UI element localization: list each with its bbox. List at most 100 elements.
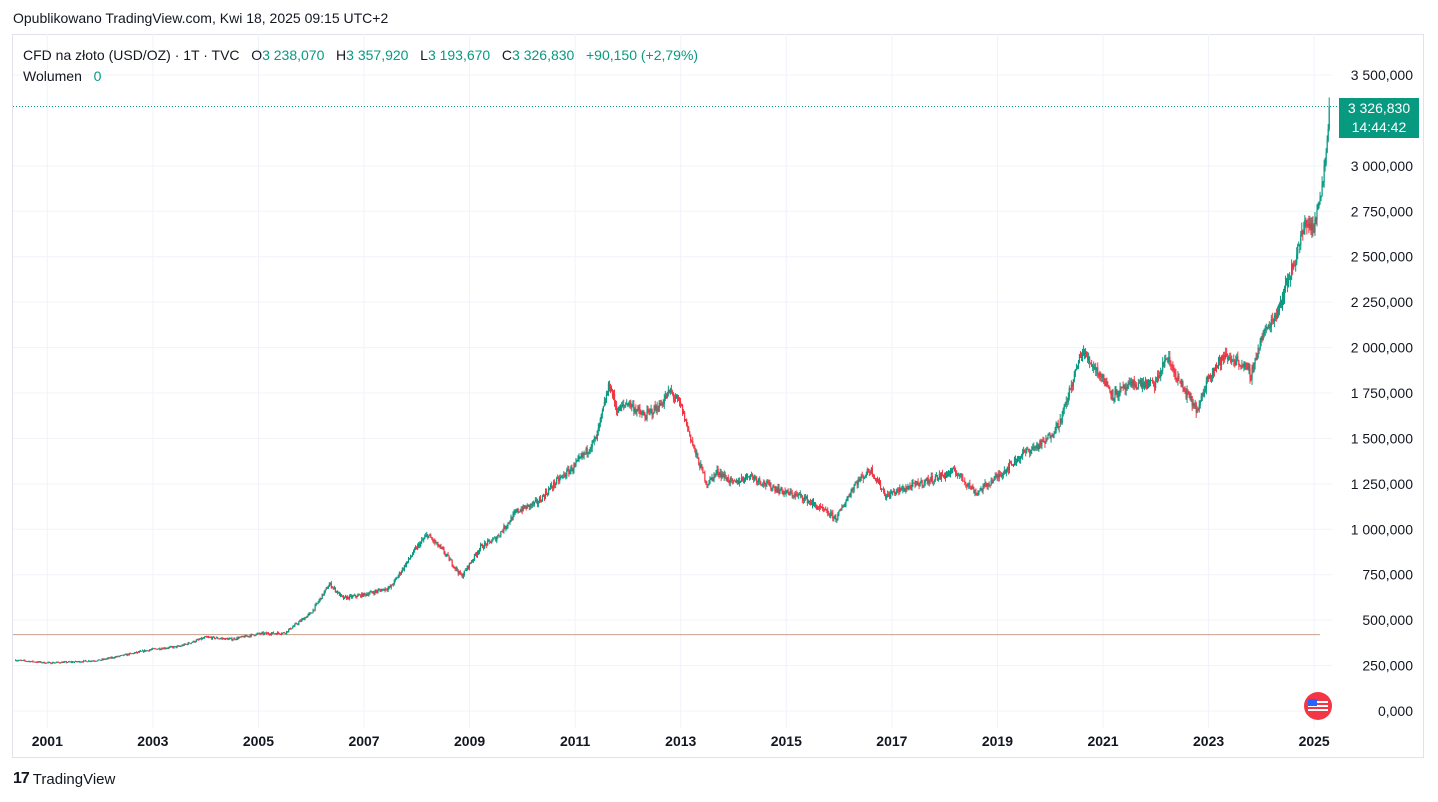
candle-body (1135, 384, 1137, 389)
candle-body (991, 480, 993, 484)
candle-body (171, 646, 173, 648)
candle-body (100, 660, 102, 661)
candle-body (1040, 440, 1042, 446)
candle-body (665, 395, 667, 398)
candle-body (838, 511, 840, 515)
candle-body (454, 567, 456, 569)
candle-body (141, 650, 144, 652)
candle-body (293, 626, 295, 627)
candle-body (526, 504, 528, 509)
candle-body (1145, 379, 1148, 387)
candle-body (219, 638, 221, 640)
candle-body (468, 562, 470, 569)
candle-body (939, 473, 942, 479)
candle-body (46, 662, 48, 664)
candle-body (1170, 360, 1172, 366)
candle-body (854, 483, 856, 486)
y-tick-label: 1 500,000 (1351, 430, 1413, 446)
candle-body (389, 586, 391, 588)
candle-body (873, 475, 876, 479)
candle-body (1202, 393, 1204, 396)
candle-body (1146, 384, 1149, 387)
price-axis: 0,000 250,000 500,000 750,000 1 000,000 1 250… (1351, 67, 1414, 719)
tradingview-logo[interactable]: 17 TradingView (13, 770, 115, 788)
candle-body (981, 488, 983, 492)
candle-body (84, 660, 86, 662)
candle-body (565, 476, 567, 477)
candle-body (279, 633, 282, 635)
candle-body (829, 514, 831, 517)
candle-body (98, 659, 100, 661)
candle-body (836, 519, 838, 521)
candle-body (466, 565, 468, 570)
candle-body (191, 642, 193, 644)
candle-body (595, 436, 597, 440)
candle-body (26, 661, 28, 662)
candle-body (941, 473, 944, 476)
candle-body (138, 651, 141, 653)
candle-body (1061, 414, 1063, 423)
candle-body (54, 662, 56, 664)
candle-body (386, 589, 388, 591)
candle-body (586, 447, 588, 454)
candle-body (696, 453, 698, 455)
us-flag-icon[interactable] (1304, 692, 1332, 720)
candle-body (189, 643, 191, 645)
candle-body (556, 478, 558, 484)
candle-body (802, 499, 804, 501)
candle-body (488, 540, 490, 541)
candle-body (234, 638, 236, 640)
candle-body (725, 477, 727, 481)
candle-body (942, 474, 945, 476)
candle-body (903, 487, 905, 492)
symbol-title[interactable]: CFD na złoto (USD/OZ) · 1T · TVC (23, 47, 240, 63)
candle-body (385, 588, 387, 590)
candle-body (611, 389, 614, 397)
y-tick-label: 750,000 (1362, 567, 1413, 583)
candle-body (630, 401, 632, 407)
candle-body (413, 548, 416, 551)
candle-body (182, 645, 184, 646)
candle-body (812, 501, 815, 504)
candle-body (424, 536, 426, 539)
close-value: 3 326,830 (512, 47, 575, 63)
candle-body (369, 592, 371, 594)
x-tick-label: 2009 (454, 733, 485, 749)
candle-body (545, 491, 548, 494)
candle-body (591, 440, 593, 448)
candle-body (210, 637, 213, 639)
candle-body (1174, 371, 1176, 375)
candle-body (678, 400, 681, 402)
candle-body (207, 637, 210, 638)
candle-body (30, 661, 32, 663)
candle-body (204, 636, 207, 638)
chart-pane[interactable] (12, 34, 1424, 758)
candle-body (954, 468, 956, 472)
candle-body (1205, 380, 1207, 390)
candle-body (260, 632, 262, 634)
volume-label[interactable]: Wolumen (23, 68, 82, 84)
candle-body (1107, 385, 1109, 387)
candle-body (1220, 355, 1223, 366)
candle-body (521, 509, 523, 511)
candle-body (1147, 380, 1150, 385)
candle-body (483, 547, 485, 549)
candle-body (1306, 225, 1308, 227)
candle-body (399, 572, 401, 574)
candle-body (342, 596, 345, 599)
change-value: +90,150 (+2,79%) (586, 47, 699, 63)
candle-body (983, 485, 985, 487)
candle-body (230, 638, 232, 639)
candle-body (796, 493, 798, 496)
candle-body (1310, 223, 1312, 231)
candle-body (153, 648, 155, 650)
candle-body (969, 483, 971, 487)
candle-body (732, 480, 734, 482)
candle-body (382, 588, 384, 590)
candle-body (680, 403, 683, 406)
candle-body (1082, 351, 1085, 356)
candle-body (187, 642, 189, 645)
candle-body (365, 593, 367, 596)
candle-body (1193, 402, 1195, 407)
